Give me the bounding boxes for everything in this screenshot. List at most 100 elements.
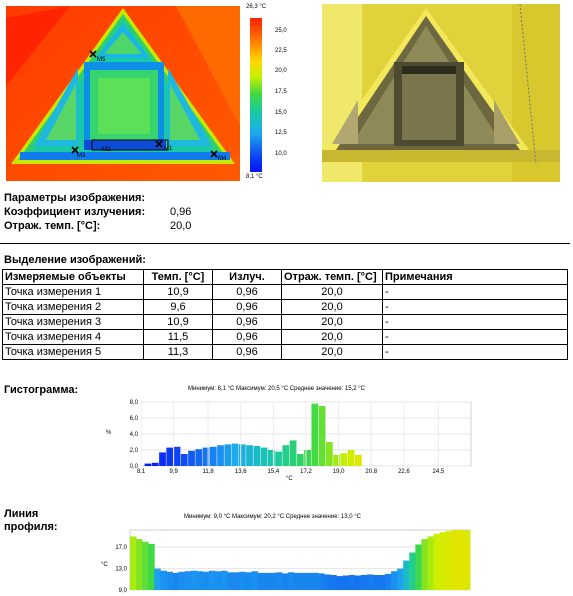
table-row: Точка измерения 2 9,6 0,96 20,0 - bbox=[2, 299, 568, 315]
marker-label-m2: M2 bbox=[102, 147, 111, 153]
scale-tick-15: 15,0 bbox=[275, 110, 287, 116]
histogram-y-tick: 6,0 bbox=[130, 416, 139, 422]
profile-bar bbox=[184, 571, 192, 590]
histogram-bar bbox=[231, 443, 239, 466]
histogram-x-tick: 20,8 bbox=[365, 469, 377, 475]
profile-bar bbox=[293, 572, 301, 590]
histogram-bar bbox=[180, 454, 188, 466]
histogram-bar bbox=[311, 403, 319, 466]
profile-bar bbox=[269, 572, 277, 590]
cell-emissivity: 0,96 bbox=[212, 299, 282, 315]
cell-emissivity: 0,96 bbox=[212, 284, 282, 300]
histogram-bar bbox=[144, 463, 152, 466]
profile-bar bbox=[463, 530, 471, 590]
profile-bar bbox=[166, 571, 173, 590]
cell-emissivity: 0,96 bbox=[212, 329, 282, 345]
histogram-bar bbox=[260, 447, 268, 466]
profile-bar bbox=[354, 575, 362, 590]
histogram-bar bbox=[188, 450, 195, 466]
cell-refl: 20,0 bbox=[281, 299, 383, 315]
histogram-ylabel: % bbox=[106, 430, 112, 436]
profile-bar bbox=[372, 575, 380, 590]
refl-temp-label: Отраж. темп. [°C]: bbox=[4, 220, 101, 232]
profile-bar bbox=[409, 552, 416, 590]
cell-temp: 9,6 bbox=[143, 299, 213, 315]
histogram-bar bbox=[347, 450, 355, 466]
cell-emissivity: 0,96 bbox=[212, 344, 282, 360]
profile-bar bbox=[172, 572, 179, 590]
cell-object: Точка измерения 2 bbox=[2, 299, 144, 315]
cell-notes: - bbox=[382, 344, 568, 360]
histogram-x-tick: 15,4 bbox=[268, 469, 280, 475]
profile-bar bbox=[445, 531, 453, 590]
profile-bar bbox=[385, 573, 392, 590]
histogram-y-tick: 8,0 bbox=[130, 400, 139, 406]
profile-bar bbox=[451, 530, 459, 590]
cell-object: Точка измерения 3 bbox=[2, 314, 144, 330]
profile-bar bbox=[263, 572, 271, 590]
profile-bar bbox=[251, 571, 258, 590]
profile-bar bbox=[360, 575, 368, 590]
histogram-x-tick: 22,6 bbox=[398, 469, 410, 475]
histogram-bar bbox=[354, 454, 362, 466]
profile-bar bbox=[427, 536, 434, 590]
histogram-bar bbox=[340, 453, 348, 466]
profile-bar bbox=[239, 571, 246, 590]
histogram-bar bbox=[253, 446, 261, 466]
histogram-bar bbox=[209, 446, 217, 466]
histogram-bar bbox=[195, 449, 203, 466]
profile-bar bbox=[342, 575, 349, 590]
histogram-bar bbox=[267, 450, 275, 466]
profile-y-tick: 17,0 bbox=[115, 545, 127, 551]
params-heading: Параметры изображения: bbox=[4, 192, 146, 204]
profile-bar bbox=[221, 570, 228, 590]
profile-bar bbox=[318, 573, 325, 590]
marker-label-m4: M4 bbox=[218, 156, 227, 162]
profile-bar bbox=[403, 560, 410, 590]
histogram-bar bbox=[238, 444, 246, 466]
profile-bar bbox=[312, 572, 319, 590]
cell-notes: - bbox=[382, 329, 568, 345]
histogram-bar bbox=[173, 446, 181, 466]
histogram-x-tick: 24,5 bbox=[433, 469, 445, 475]
profile-bar bbox=[275, 572, 283, 590]
profile-bar bbox=[397, 568, 404, 590]
col-header-temp: Темп. [°C] bbox=[143, 269, 213, 285]
cell-refl: 20,0 bbox=[281, 314, 383, 330]
histogram-xlabel: °C bbox=[286, 476, 293, 482]
histogram-heading: Гистограмма: bbox=[4, 384, 79, 396]
cell-emissivity: 0,96 bbox=[212, 314, 282, 330]
histogram-x-tick: 9,9 bbox=[169, 469, 178, 475]
cell-refl: 20,0 bbox=[281, 344, 383, 360]
cell-refl: 20,0 bbox=[281, 329, 383, 345]
profile-bar bbox=[130, 536, 137, 590]
profile-bar bbox=[227, 572, 234, 590]
profile-bar bbox=[233, 572, 240, 590]
marker-label-m1: M1 bbox=[164, 146, 173, 152]
profile-chart: 17,0 13,0 9,0 bbox=[115, 529, 471, 594]
histogram-bar bbox=[296, 454, 304, 466]
histogram-y-tick: 2,0 bbox=[130, 448, 139, 454]
cell-notes: - bbox=[382, 299, 568, 315]
table-header-row: Измеряемые объекты Темп. [°C] Излуч. Отр… bbox=[2, 269, 568, 285]
profile-heading-1: Линия bbox=[4, 508, 39, 520]
profile-bar bbox=[215, 571, 222, 590]
cell-notes: - bbox=[382, 284, 568, 300]
divider bbox=[0, 243, 570, 244]
cell-temp: 11,5 bbox=[143, 329, 213, 345]
histogram-bar bbox=[151, 462, 159, 466]
table-row: Точка измерения 3 10,9 0,96 20,0 - bbox=[2, 314, 568, 330]
profile-bar bbox=[190, 570, 198, 590]
cell-notes: - bbox=[382, 314, 568, 330]
histogram-bar bbox=[333, 454, 340, 466]
scale-tick-10: 10,0 bbox=[275, 151, 287, 157]
histogram-bar bbox=[159, 452, 166, 466]
histogram-chart: 8,0 6,0 4,0 2,0 0,08,1 9,9 11,8 13,6 15,4 17,2 19,… bbox=[130, 400, 472, 475]
profile-bar bbox=[142, 541, 149, 590]
histogram-bar bbox=[202, 447, 210, 466]
profile-bar bbox=[281, 573, 289, 590]
scale-bar bbox=[250, 18, 262, 172]
profile-bar bbox=[330, 575, 337, 590]
marker-label-m3: M3 bbox=[77, 153, 86, 159]
histogram-bar bbox=[246, 445, 253, 466]
